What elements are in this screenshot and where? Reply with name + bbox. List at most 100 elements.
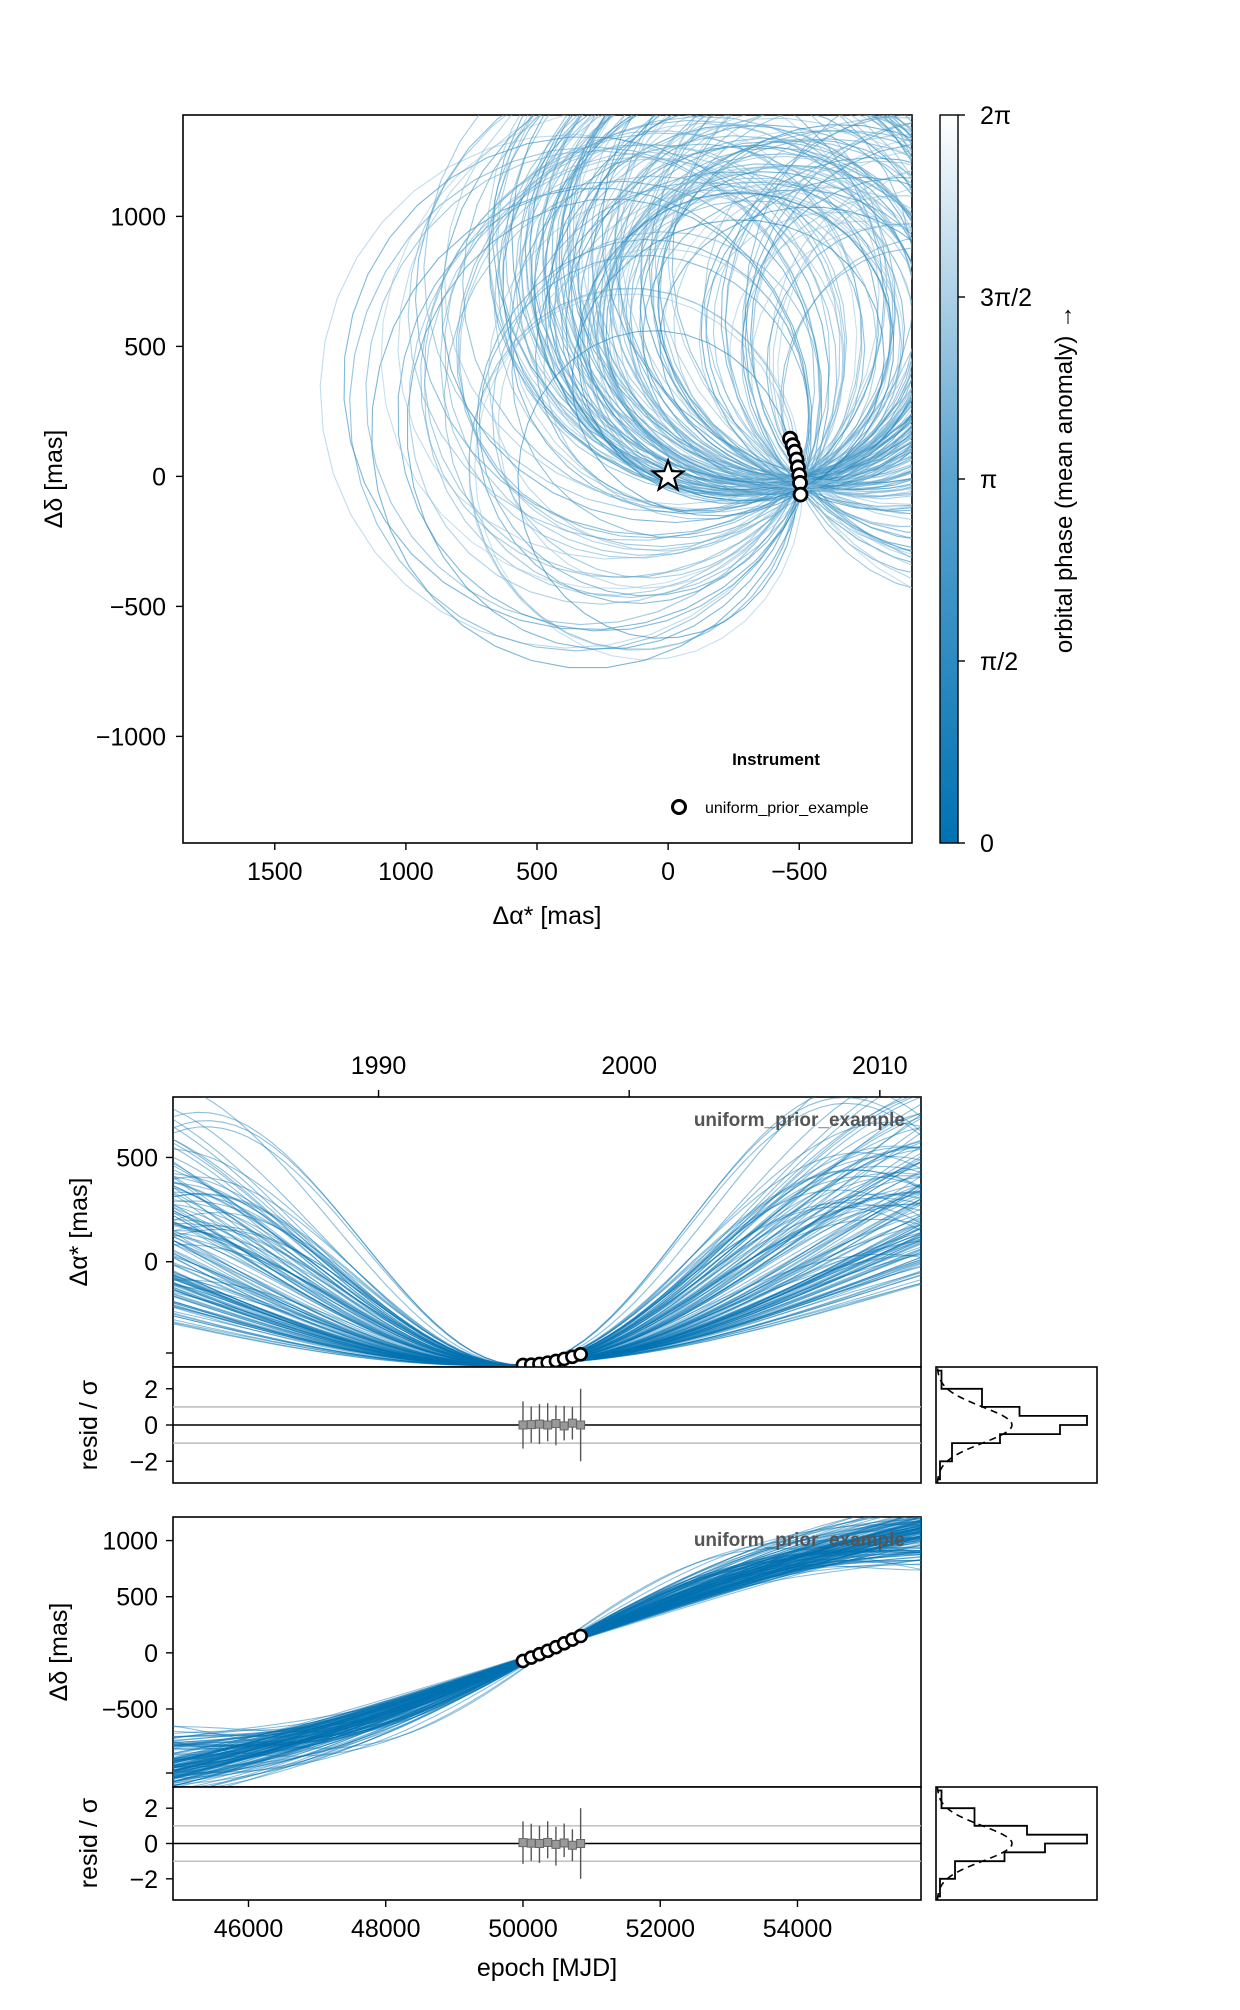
orbit-curve	[766, 223, 912, 539]
orbit-curve	[671, 115, 912, 515]
orbit-curve	[772, 187, 912, 566]
orbit-curve	[618, 115, 912, 490]
ra-residual-panel: 2 0 −2 resid / σ	[75, 1366, 922, 1484]
residual-marker	[567, 1840, 577, 1850]
orbit-curve	[581, 115, 912, 479]
orbit-curve	[652, 138, 912, 495]
orbit-curve	[587, 181, 906, 491]
sky-y-tick-label: 500	[124, 333, 166, 361]
observation-marker	[573, 1628, 588, 1644]
orbit-curve	[614, 115, 912, 491]
orbit-curve	[420, 132, 862, 578]
x-tick-label: 46000	[214, 1915, 284, 1943]
orbit-curve	[439, 143, 848, 559]
legend-marker-icon	[671, 799, 687, 815]
dec-y-axis-label: Δδ [mas]	[45, 1603, 73, 1702]
colorbar-tick-label: 2π	[980, 102, 1011, 130]
ra-instrument-annotation: uniform_prior_example	[694, 1110, 905, 1131]
orbit-curve	[462, 115, 912, 511]
dec-y-axis-ticks: 1000 500 0 −500	[102, 1528, 173, 1774]
colorbar-tick-label: 0	[980, 830, 994, 858]
dec-residual-panel: 2 0 −2 46000 48000 50000 52000 54000 resid / σ…	[75, 1786, 922, 1982]
orbit-curve	[551, 115, 912, 485]
orbit-curve	[724, 115, 912, 539]
orbit-curve	[554, 115, 912, 494]
orbit-curve	[673, 186, 912, 495]
residual-marker	[543, 1420, 553, 1430]
orbit-curve	[543, 115, 912, 481]
orbit-curve	[601, 165, 912, 477]
orbit-curve	[497, 115, 912, 496]
orbit-curve	[478, 254, 811, 597]
legend-entry: uniform_prior_example	[705, 800, 869, 817]
orbit-curve	[782, 238, 912, 589]
orbit-curve	[440, 115, 912, 524]
ra-residual-y-label: resid / σ	[75, 1379, 103, 1470]
y-tick-label: 500	[116, 1144, 158, 1172]
orbit-curve	[780, 247, 912, 573]
sky-observation-points	[649, 430, 809, 503]
epoch-x-axis-ticks: 46000 48000 50000 52000 54000	[214, 1900, 833, 1943]
colorbar-tick-label: π/2	[980, 648, 1018, 676]
orbit-curve	[618, 115, 912, 491]
star-outline-icon	[649, 457, 687, 492]
residual-marker	[551, 1839, 561, 1849]
orbit-curve	[423, 156, 831, 596]
orbit-curve	[601, 153, 912, 495]
orbit-curve	[648, 115, 912, 507]
orbit-curve	[488, 115, 912, 497]
residual-marker	[576, 1839, 586, 1848]
orbit-curve	[592, 137, 912, 481]
dec-residual-points	[173, 1808, 921, 1879]
ra-y-axis-ticks: 500 0	[116, 1144, 173, 1354]
residual-marker	[534, 1839, 544, 1848]
top-x-tick-label: 2000	[601, 1052, 657, 1080]
sky-legend: Instrument uniform_prior_example	[671, 750, 869, 817]
orbit-curve	[724, 134, 912, 552]
sky-y-tick-label: −500	[110, 593, 166, 621]
sky-y-tick-label: −1000	[96, 723, 166, 751]
orbit-curve	[496, 115, 912, 496]
orbit-curve	[474, 287, 804, 661]
orbit-curve	[444, 130, 863, 556]
orbit-curve	[343, 136, 830, 630]
histogram-steps	[936, 1789, 1088, 1898]
epoch-x-axis-label: epoch [MJD]	[477, 1954, 617, 1982]
orbit-curve	[659, 206, 912, 480]
orbit-curve	[729, 220, 912, 509]
histogram-steps	[936, 1369, 1088, 1481]
y-tick-label: 2	[144, 1376, 158, 1404]
top-x-tick-label: 1990	[351, 1052, 407, 1080]
x-tick-label: 54000	[763, 1915, 833, 1943]
ra-residual-points	[173, 1388, 921, 1462]
y-tick-label: 2	[144, 1795, 158, 1823]
dec-residual-y-ticks: 2 0 −2	[129, 1795, 173, 1894]
orbit-curve	[742, 122, 912, 551]
residual-marker	[526, 1838, 536, 1848]
sky-y-axis-label: Δδ [mas]	[40, 430, 68, 529]
orbit-curve	[603, 115, 912, 483]
dec-timeseries-panel: 1000 500 0 −500 uniform_prior_example Δδ [m…	[45, 1516, 922, 1788]
orbit-curve	[777, 169, 912, 589]
sky-x-tick-label: 0	[661, 858, 675, 886]
sky-plot-panel: 1500 1000 500 0 −500 1000 500 0 −500 −1000 Δα* […	[40, 114, 913, 930]
colorbar-gradient	[939, 114, 959, 844]
dec-instrument-annotation: uniform_prior_example	[694, 1530, 905, 1551]
orbit-curve	[744, 115, 912, 559]
orbit-curve	[397, 115, 880, 560]
orbit-curve	[543, 189, 878, 520]
legend-title: Instrument	[732, 750, 820, 769]
residual-marker	[518, 1420, 528, 1430]
x-tick-label: 50000	[488, 1915, 558, 1943]
residual-marker	[518, 1838, 528, 1848]
dec-residual-y-label: resid / σ	[75, 1797, 103, 1888]
y-tick-label: 0	[144, 1831, 158, 1859]
dec-observation-points	[515, 1628, 588, 1669]
orbit-curve	[519, 115, 912, 487]
orbit-curve	[455, 119, 894, 548]
sky-y-tick-label: 0	[152, 463, 166, 491]
orbit-curve	[533, 115, 912, 491]
orbit-curve	[408, 151, 841, 605]
orbit-curve	[751, 149, 912, 556]
